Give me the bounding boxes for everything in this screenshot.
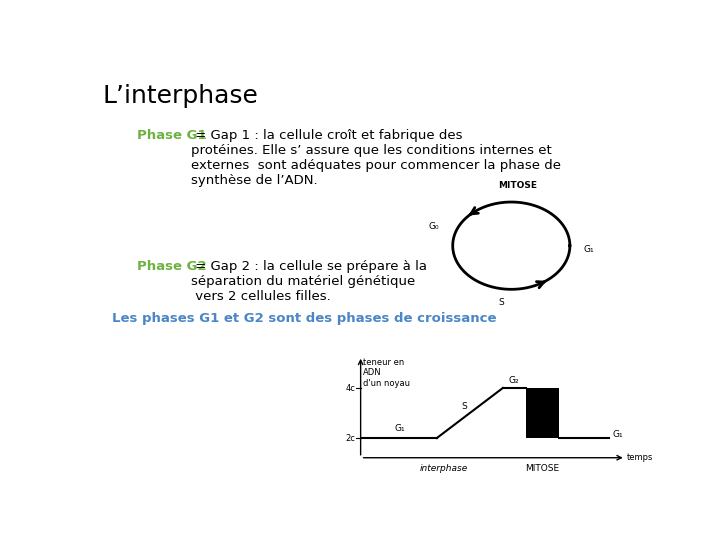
Text: Phase G1: Phase G1 [138,129,207,142]
Text: G₂: G₂ [509,376,520,384]
Text: G₁: G₁ [394,424,405,433]
Text: Les phases G1 et G2 sont des phases de croissance: Les phases G1 et G2 sont des phases de c… [112,312,497,325]
Text: MITOSE: MITOSE [498,181,538,191]
Text: 2c: 2c [345,434,355,443]
Text: = Gap 2 : la cellule se prépare à la
séparation du matériel génétique
 vers 2 ce: = Gap 2 : la cellule se prépare à la sép… [192,260,428,303]
Text: = Gap 1 : la cellule croît et fabrique des
protéines. Elle s’ assure que les con: = Gap 1 : la cellule croît et fabrique d… [192,129,562,187]
Text: L’interphase: L’interphase [102,84,258,107]
Text: G₁: G₁ [612,430,623,439]
Bar [526,388,559,438]
Text: interphase: interphase [420,464,468,473]
Text: teneur en
ADN
d'un noyau: teneur en ADN d'un noyau [364,358,410,388]
Text: S: S [498,299,504,307]
Text: G₀: G₀ [428,222,438,232]
Text: temps: temps [627,453,653,462]
Text: MITOSE: MITOSE [525,464,559,473]
Text: G₁: G₁ [584,245,595,254]
Text: S: S [462,402,467,411]
Text: 4c: 4c [345,383,355,393]
Text: Phase G2: Phase G2 [138,260,207,273]
